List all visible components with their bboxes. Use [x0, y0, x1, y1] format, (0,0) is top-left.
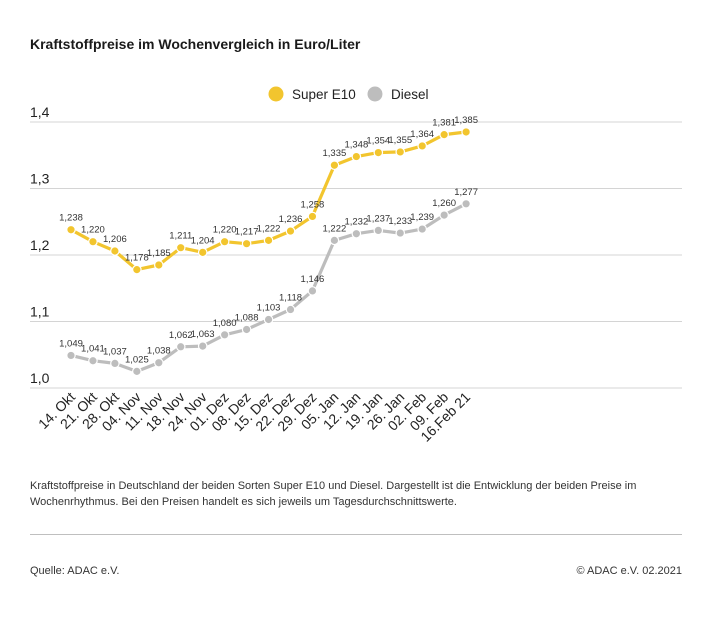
data-label: 1,220 — [213, 225, 237, 236]
data-label: 1,348 — [344, 140, 368, 151]
data-label: 1,277 — [454, 187, 478, 198]
data-point — [351, 151, 362, 162]
data-label: 1,222 — [323, 223, 347, 234]
data-label: 1,049 — [59, 338, 83, 349]
data-point — [351, 228, 362, 239]
data-point — [132, 366, 142, 377]
data-point — [88, 236, 98, 247]
grid-lines — [30, 121, 682, 389]
data-point — [110, 246, 120, 256]
data-label: 1,217 — [235, 227, 259, 238]
data-label: 1,239 — [410, 212, 434, 223]
data-point — [197, 247, 208, 258]
series-line — [69, 130, 468, 272]
data-point — [154, 357, 164, 368]
data-label: 1,146 — [301, 274, 325, 285]
data-point — [263, 235, 274, 246]
data-point — [241, 238, 252, 249]
data-point — [461, 198, 471, 209]
chart-title: Kraftstoffpreise im Wochenvergleich in E… — [30, 36, 361, 52]
data-point — [241, 324, 252, 335]
legend-marker — [268, 86, 284, 102]
data-point — [175, 242, 186, 253]
data-label: 1,233 — [388, 216, 412, 227]
data-label: 1,260 — [432, 198, 456, 209]
data-point — [439, 129, 449, 140]
data-label: 1,354 — [366, 136, 390, 147]
data-point — [285, 226, 296, 236]
data-point — [329, 235, 340, 246]
data-label: 1,080 — [213, 318, 237, 329]
data-label: 1,063 — [191, 329, 215, 340]
line-chart: Super E10 Diesel 1,0 1,1 1,2 1,3 1,4 14. Okt2… — [30, 86, 682, 445]
data-point — [66, 350, 76, 361]
data-label: 1,237 — [366, 213, 390, 224]
data-point — [263, 314, 274, 325]
legend-marker — [367, 86, 383, 102]
data-label: 1,355 — [388, 135, 412, 146]
data-point — [219, 236, 230, 247]
legend-label: Diesel — [391, 87, 429, 102]
legend-label: Super E10 — [292, 87, 356, 102]
data-label: 1,178 — [125, 253, 149, 264]
data-label: 1,220 — [81, 225, 105, 236]
data-label: 1,062 — [169, 330, 193, 341]
data-label: 1,118 — [279, 293, 302, 304]
data-point — [132, 264, 142, 275]
data-point — [417, 141, 427, 151]
data-point — [461, 127, 471, 137]
data-point — [329, 160, 340, 171]
data-label: 1,206 — [103, 234, 127, 245]
series-group: 1,2381,2201,2061,1781,1851,2111,2041,220… — [59, 115, 478, 377]
data-point — [154, 260, 164, 270]
data-label: 1,185 — [147, 248, 171, 259]
data-label: 1,381 — [432, 118, 456, 129]
y-axis-ticks: 1,0 1,1 1,2 1,3 1,4 — [30, 104, 50, 386]
data-label: 1,222 — [257, 223, 281, 234]
data-point — [417, 224, 427, 234]
data-label: 1,025 — [125, 354, 149, 365]
data-point — [395, 147, 406, 157]
data-label: 1,211 — [169, 231, 192, 242]
data-label: 1,204 — [191, 235, 215, 246]
chart-description: Kraftstoffpreise in Deutschland der beid… — [30, 480, 637, 508]
data-label: 1,258 — [301, 199, 325, 210]
data-label: 1,103 — [257, 303, 281, 314]
data-label: 1,236 — [279, 214, 303, 225]
series: 1,2381,2201,2061,1781,1851,2111,2041,220… — [59, 115, 478, 275]
data-label: 1,088 — [235, 312, 259, 323]
data-label: 1,037 — [103, 346, 127, 357]
y-tick-label: 1,3 — [30, 171, 50, 187]
y-tick-label: 1,0 — [30, 370, 50, 386]
y-tick-label: 1,2 — [30, 237, 50, 253]
data-point — [197, 341, 208, 351]
data-point — [66, 224, 76, 235]
data-label: 1,335 — [323, 148, 347, 159]
data-label: 1,038 — [147, 346, 171, 357]
data-point — [307, 211, 318, 222]
data-point — [373, 225, 384, 236]
divider — [30, 534, 682, 535]
data-point — [395, 228, 406, 238]
data-point — [285, 304, 296, 315]
data-point — [373, 147, 384, 158]
data-point — [110, 358, 120, 369]
legend: Super E10 Diesel — [268, 86, 429, 102]
y-tick-label: 1,1 — [30, 304, 50, 320]
data-label: 1,232 — [344, 217, 368, 228]
data-point — [307, 286, 318, 296]
source-note: Quelle: ADAC e.V. — [30, 565, 120, 577]
data-label: 1,364 — [410, 129, 434, 140]
data-point — [88, 355, 98, 366]
data-label: 1,041 — [81, 344, 105, 355]
data-point — [439, 210, 449, 220]
data-point — [175, 341, 186, 352]
y-tick-label: 1,4 — [30, 104, 50, 120]
data-label: 1,385 — [454, 115, 478, 126]
data-label: 1,238 — [59, 213, 83, 224]
data-point — [219, 329, 230, 340]
copyright-note: © ADAC e.V. 02.2021 — [576, 565, 682, 577]
